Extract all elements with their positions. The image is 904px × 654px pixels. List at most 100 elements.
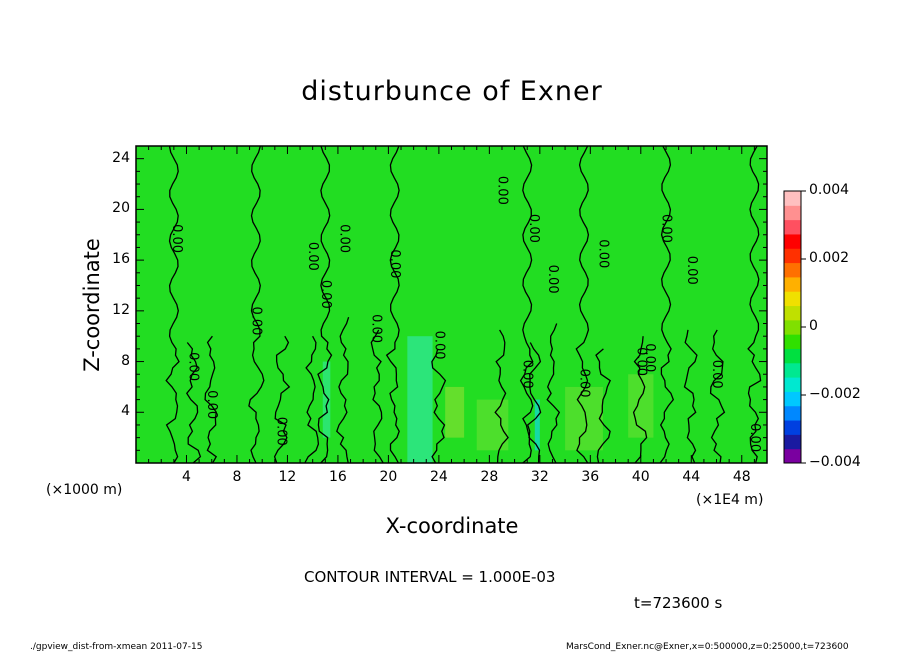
x-tick-label: 48 <box>732 469 751 485</box>
x-scale-label-right: (×1E4 m) <box>696 492 764 508</box>
colorbar-tick-label: −0.004 <box>809 454 861 470</box>
colorbar-tick-label: 0 <box>809 318 818 334</box>
field-patch <box>628 374 654 438</box>
contour-line <box>370 329 384 464</box>
contour-label: 0.00 <box>204 390 219 419</box>
contour-label: 0.00 <box>545 265 560 294</box>
contour-label: 0.00 <box>169 224 184 253</box>
x-tick-label: 32 <box>530 469 549 485</box>
field-patch <box>407 336 433 463</box>
contour-label: 0.00 <box>337 224 352 253</box>
contour-label: 0.00 <box>642 343 657 372</box>
field-patch <box>476 399 509 451</box>
contour-label: 0.00 <box>595 239 610 268</box>
contour-label: 0.00 <box>185 352 200 381</box>
colorbar-segment <box>784 248 801 264</box>
contour-label: 0.00 <box>305 242 320 271</box>
time-label: t=723600 s <box>634 594 723 612</box>
colorbar-segment <box>784 391 801 407</box>
contour-line <box>204 335 218 464</box>
contour-line <box>273 335 291 464</box>
contour-line <box>385 145 400 464</box>
contour-label: 0.00 <box>747 423 762 452</box>
contour-line <box>632 336 648 464</box>
contour-label: 0.00 <box>633 347 648 376</box>
contour-line <box>304 335 320 464</box>
colorbar-segment <box>784 334 801 349</box>
contour-line <box>659 145 675 464</box>
colorbar-segment <box>784 362 801 378</box>
contour-label: 0.00 <box>577 369 592 398</box>
contour-line <box>431 348 447 464</box>
y-tick-label: 12 <box>112 301 130 318</box>
x-tick-label: 40 <box>631 469 650 485</box>
y-tick-label: 24 <box>112 149 130 166</box>
contour-label: 0.00 <box>526 214 541 243</box>
colorbar-segment <box>784 219 801 235</box>
colorbar-tick-label: −0.002 <box>809 386 861 402</box>
field-patch <box>565 386 603 451</box>
x-tick-label: 28 <box>480 469 499 485</box>
contour-label: 0.00 <box>318 280 333 309</box>
contour-line <box>546 323 561 464</box>
x-tick-label: 4 <box>182 469 191 485</box>
footer-command: ./gpview_dist-from-xmean 2011-07-15 <box>30 642 203 652</box>
colorbar-segment <box>784 377 801 392</box>
contour-label: 0.00 <box>431 331 446 360</box>
colorbar-segment <box>784 191 801 206</box>
chart-title: disturbunce of Exner <box>301 76 603 107</box>
colorbar-segment <box>784 448 801 464</box>
colorbar-segment <box>784 420 801 435</box>
contour-line <box>185 342 202 464</box>
contour-line <box>519 145 534 464</box>
x-tick-label: 8 <box>232 469 242 485</box>
contour-line <box>747 145 762 464</box>
x-tick-label: 24 <box>429 469 448 485</box>
contour-label: 0.00 <box>659 214 674 243</box>
colorbar-segment <box>784 233 801 249</box>
colorbar-segment <box>784 348 801 364</box>
contour-label: 0.00 <box>248 307 263 336</box>
contour-line <box>709 329 726 464</box>
contour-interval-label: CONTOUR INTERVAL = 1.000E-03 <box>304 568 556 586</box>
x-scale-label: (×1000 m) <box>46 482 123 498</box>
contour-label: 0.00 <box>684 256 699 285</box>
contour-label: 0.00 <box>368 314 383 343</box>
colorbar-segment <box>784 205 801 221</box>
colorbar-segment <box>784 276 801 292</box>
contour-label: 0.00 <box>709 360 724 389</box>
field-patch <box>534 399 540 451</box>
x-tick-label: 36 <box>581 469 600 485</box>
y-tick-label: 4 <box>121 403 130 420</box>
contour-line <box>575 145 590 464</box>
contour-line <box>595 348 612 464</box>
x-tick-label: 20 <box>379 469 398 485</box>
y-tick-label: 16 <box>112 251 130 268</box>
contour-line <box>526 342 542 464</box>
y-tick-label: 20 <box>112 200 130 217</box>
colorbar-segment <box>784 305 801 321</box>
contour-label: 0.00 <box>520 360 535 389</box>
x-tick-label: 44 <box>682 469 701 485</box>
x-tick-label: 16 <box>328 469 347 485</box>
field-patch <box>445 386 465 438</box>
contour-line <box>494 329 509 464</box>
contour-line <box>248 145 265 464</box>
footer-source: MarsCond_Exner.nc@Exner,x=0:500000,z=0:2… <box>566 642 849 652</box>
x-axis-label-text: X-coordinate <box>385 514 519 538</box>
contour-line <box>317 145 333 464</box>
contour-label: 0.00 <box>274 417 289 446</box>
field-patch <box>322 361 331 438</box>
y-tick-label: 8 <box>121 352 130 369</box>
colorbar-tick-label: 0.004 <box>809 182 850 198</box>
contour-line <box>336 317 350 464</box>
colorbar-tick-label: 0.002 <box>809 250 850 266</box>
x-tick-label: 12 <box>278 469 297 485</box>
colorbar-segment <box>784 319 801 335</box>
colorbar-segment <box>784 262 801 278</box>
contour-label: 0.00 <box>387 249 402 278</box>
contour-line <box>683 329 698 464</box>
colorbar-segment <box>784 434 801 450</box>
contour-line <box>165 145 180 464</box>
